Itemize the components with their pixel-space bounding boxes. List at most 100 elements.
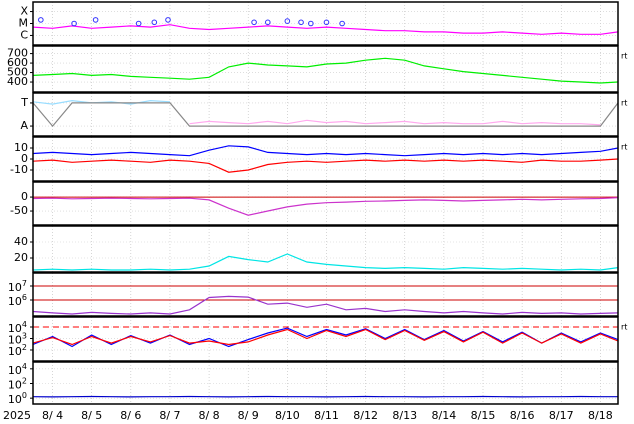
- series-line: [32, 295, 619, 315]
- y-tick-label: 10: [14, 141, 28, 154]
- y-tick-label: X: [20, 5, 28, 18]
- event-marker: [92, 17, 99, 23]
- series-line: [32, 57, 619, 84]
- panel: 0-50: [10, 181, 619, 226]
- x-tick-label: 8/16: [510, 409, 535, 422]
- panel-background: [33, 362, 618, 404]
- y-tick-base: 10: [8, 364, 22, 377]
- panel-flag: rt: [621, 99, 627, 108]
- event-marker: [38, 17, 44, 23]
- panel-background: [33, 46, 618, 92]
- x-tick-label: 8/11: [314, 409, 339, 422]
- y-tick-label: 400: [7, 75, 28, 88]
- panel-background: [33, 137, 618, 181]
- x-tick-label: 8/ 9: [238, 409, 259, 422]
- y-tick-base: 10: [8, 378, 22, 391]
- y-tick-exponent: 2: [22, 376, 27, 385]
- series-line: [32, 158, 619, 173]
- y-tick-label: -50: [10, 204, 28, 217]
- y-tick-label: A: [20, 119, 28, 132]
- event-marker: [135, 20, 142, 27]
- y-tick-label: M: [19, 17, 29, 30]
- y-tick-label: 102: [8, 376, 27, 392]
- y-tick-label: C: [20, 28, 28, 41]
- y-tick-label: 0: [21, 152, 28, 165]
- panel-flag: rt: [621, 323, 627, 332]
- event-marker: [264, 19, 271, 26]
- event-marker: [339, 20, 345, 27]
- x-tick-label: 8/13: [392, 409, 417, 422]
- y-tick-base: 10: [8, 281, 22, 294]
- series-line: [32, 253, 619, 271]
- event-marker: [298, 19, 304, 26]
- x-tick-label: 8/ 5: [81, 409, 102, 422]
- event-marker: [71, 20, 77, 27]
- x-tick-label: 8/17: [549, 409, 574, 422]
- panel: XMC: [19, 1, 619, 46]
- year-label: 2025: [3, 409, 31, 422]
- y-tick-base: 10: [8, 295, 22, 308]
- y-tick-exponent: 4: [22, 361, 27, 370]
- panel-background: [33, 226, 618, 272]
- series-line: [32, 145, 619, 157]
- x-tick-label: 8/18: [588, 409, 613, 422]
- y-tick-label: 0: [21, 190, 28, 203]
- y-tick-base: 10: [8, 393, 22, 406]
- panel-frame: [32, 316, 619, 362]
- y-tick-label: 102: [8, 342, 27, 358]
- panel: 100-10 rt: [10, 136, 627, 182]
- y-tick-label: T: [20, 96, 28, 109]
- y-tick-label: -10: [10, 163, 28, 176]
- y-tick-exponent: 6: [22, 293, 27, 302]
- panel-frame: [32, 225, 619, 273]
- y-tick-label: 20: [14, 251, 28, 264]
- y-tick-label: 104: [8, 319, 27, 335]
- panel-background: [33, 317, 618, 361]
- y-tick-label: 700: [7, 47, 28, 60]
- y-tick-label: 100: [8, 391, 27, 407]
- panel-background: [33, 182, 618, 225]
- panel-frame: [32, 1, 619, 46]
- x-tick-label: 8/ 4: [42, 409, 63, 422]
- y-tick-label: 600: [7, 56, 28, 69]
- y-tick-exponent: 4: [22, 319, 27, 328]
- panel-background: [33, 273, 618, 316]
- panel-background: [33, 2, 618, 45]
- x-tick-label: 8/14: [432, 409, 457, 422]
- event-marker: [308, 20, 314, 27]
- x-tick-label: 8/12: [353, 409, 378, 422]
- series-line: [189, 119, 601, 126]
- series-line: [32, 327, 619, 348]
- y-tick-exponent: 0: [22, 391, 27, 400]
- event-marker: [284, 18, 291, 24]
- x-tick-label: 8/15: [471, 409, 496, 422]
- y-tick-exponent: 2: [22, 342, 27, 351]
- y-tick-label: 500: [7, 66, 28, 79]
- x-tick-label: 8/ 7: [159, 409, 180, 422]
- x-tick-label: 8/10: [275, 409, 300, 422]
- y-tick-base: 10: [8, 322, 22, 335]
- event-marker: [251, 19, 257, 26]
- panel-flag: rt: [621, 143, 627, 152]
- panel-frame: [32, 136, 619, 182]
- panel-frame: [32, 181, 619, 226]
- panel-frame: [32, 272, 619, 317]
- event-marker: [323, 19, 330, 26]
- y-tick-label: 104: [8, 361, 27, 377]
- event-marker: [165, 17, 171, 23]
- panel-background: [33, 93, 618, 136]
- x-tick-label: 8/ 8: [198, 409, 219, 422]
- panel-flag: rt: [621, 52, 627, 61]
- y-tick-label: 103: [8, 331, 27, 347]
- event-marker: [151, 19, 158, 26]
- y-tick-base: 10: [8, 345, 22, 358]
- series-line: [32, 328, 619, 346]
- series-line: [32, 102, 619, 128]
- panel-frame: [32, 361, 619, 405]
